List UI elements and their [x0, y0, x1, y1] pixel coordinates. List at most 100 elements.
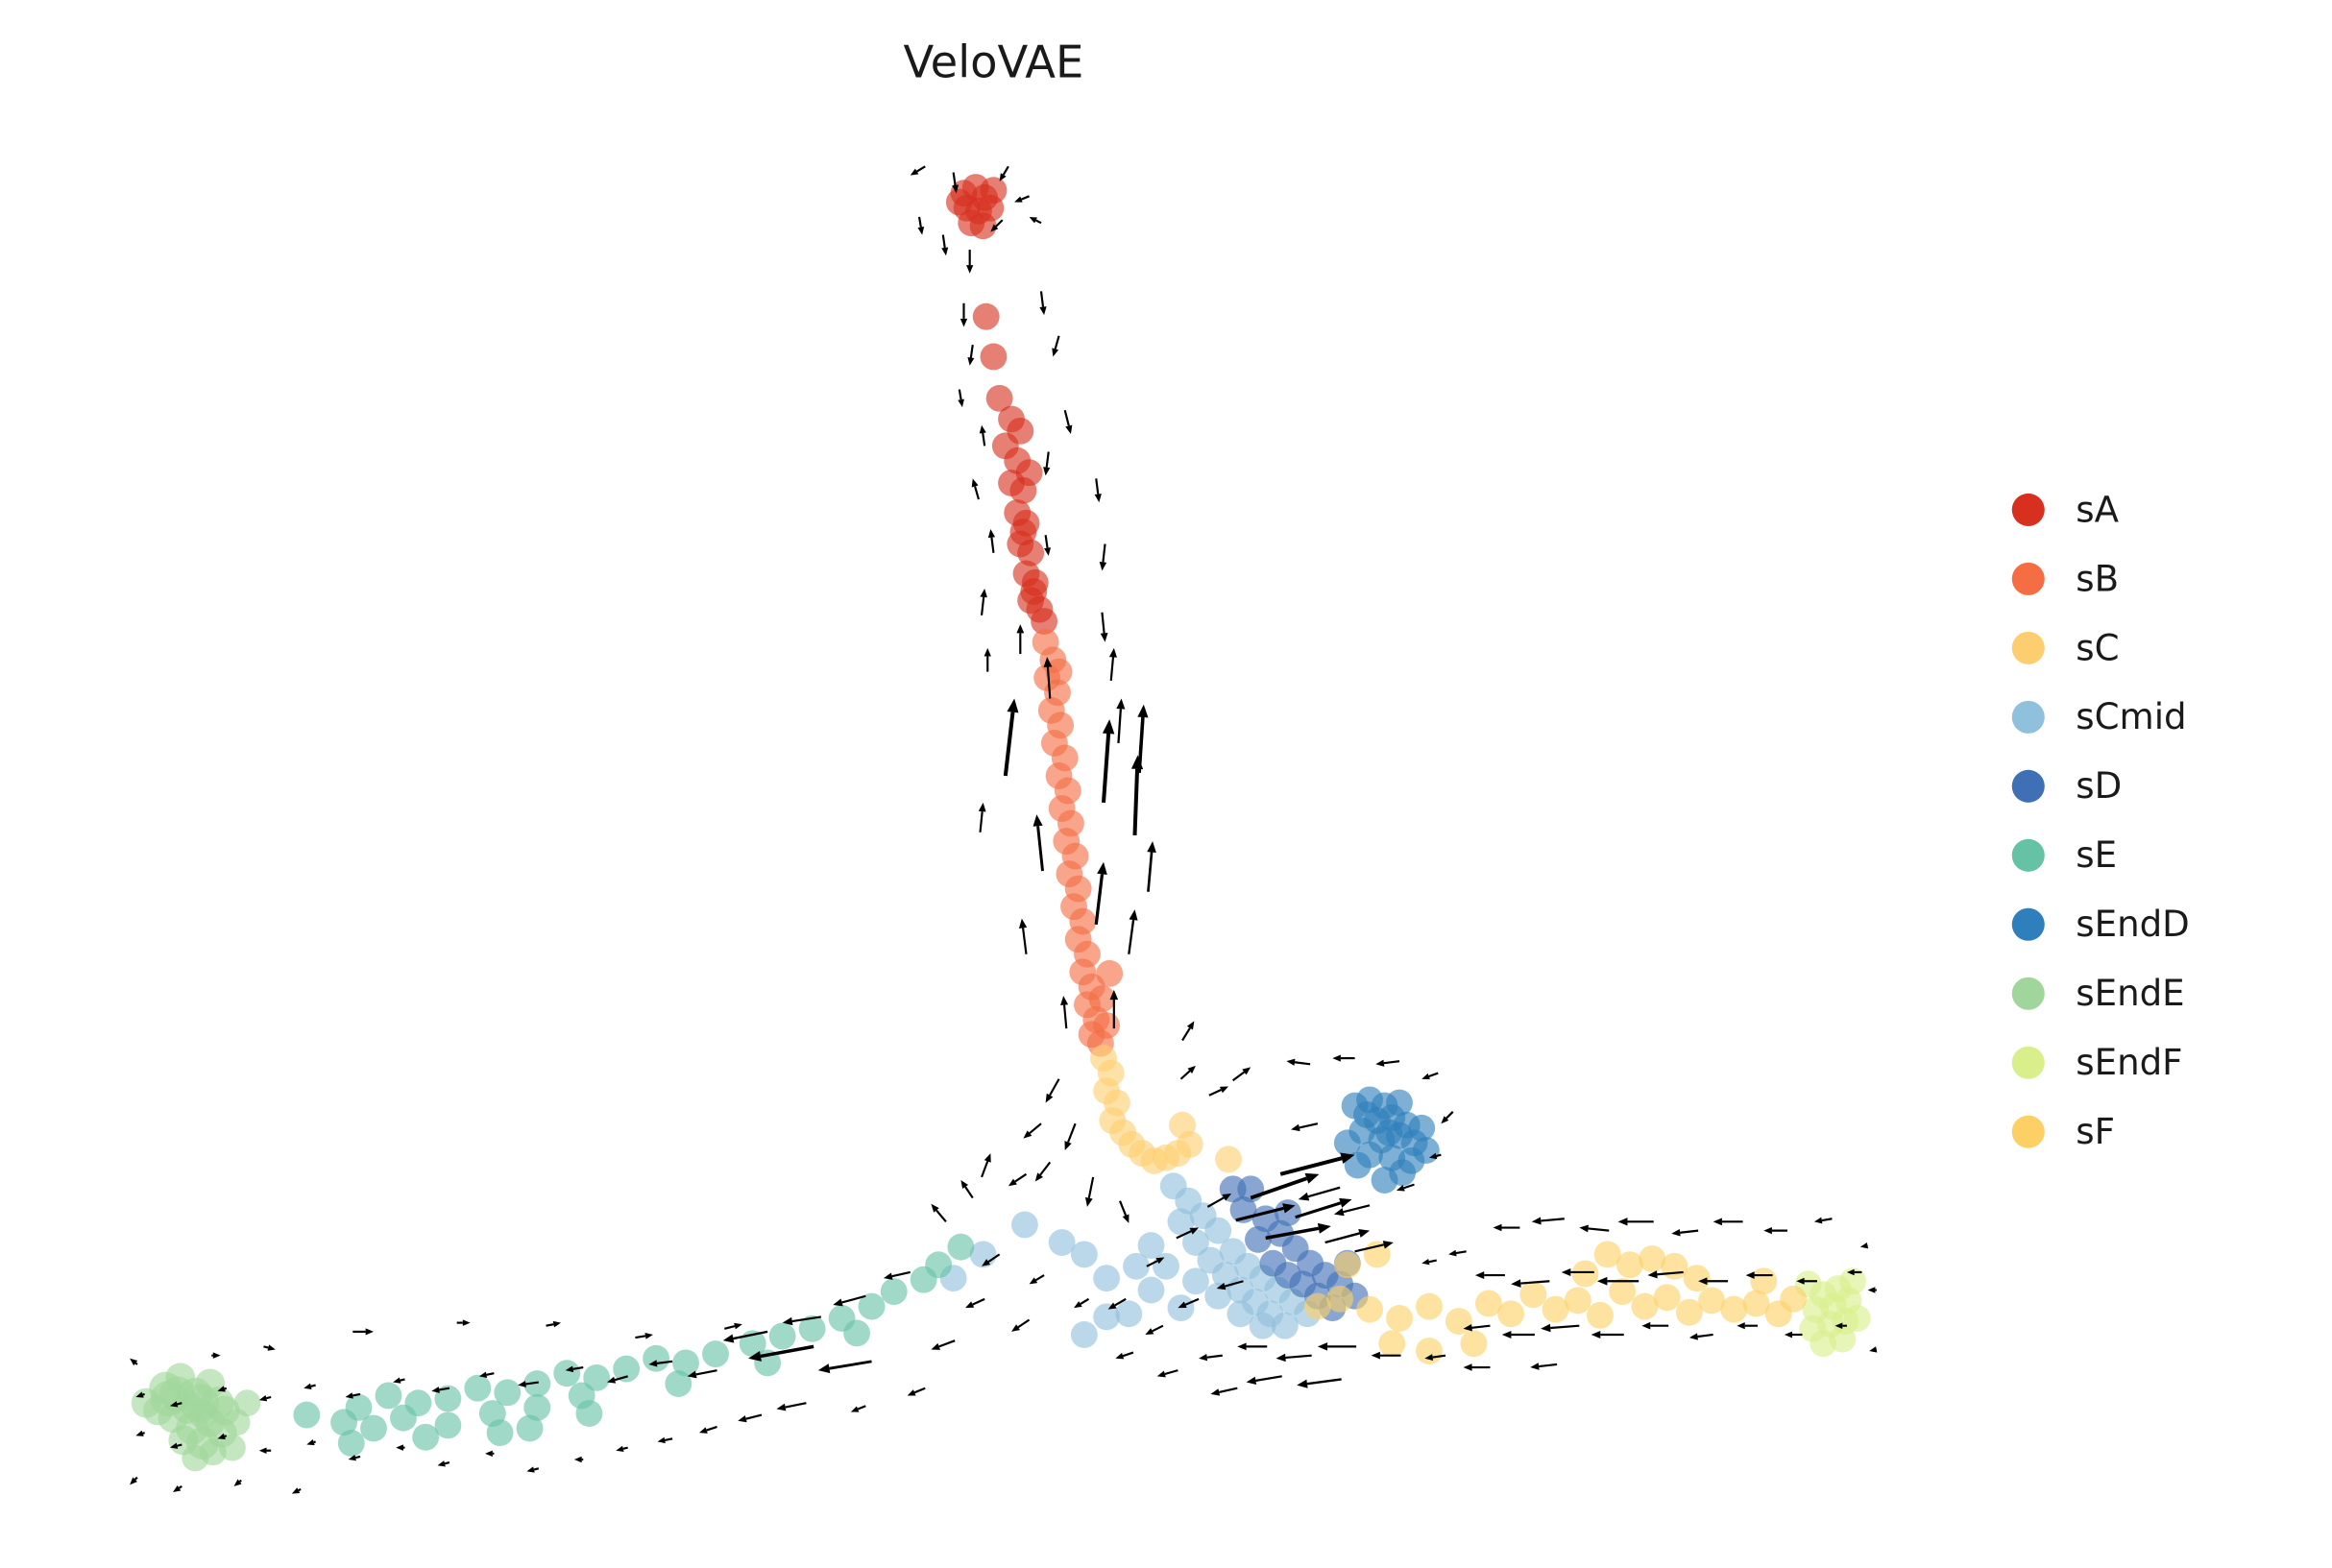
- velocity-arrow: [1448, 1249, 1467, 1257]
- legend-item-sD: sD: [2011, 765, 2122, 807]
- velocity-arrow: [657, 1436, 673, 1444]
- series-sEndE: [131, 1363, 261, 1472]
- velocity-arrow: [966, 250, 974, 274]
- velocity-arrow: [1591, 1330, 1624, 1339]
- series-sEndD: [1333, 1086, 1440, 1194]
- velocity-arrow: [1235, 1203, 1296, 1222]
- velocity-arrow: [352, 1328, 374, 1336]
- velocity-arrow: [1317, 1342, 1357, 1351]
- velocity-arrow: [130, 1358, 138, 1366]
- velocity-arrow: [931, 1203, 947, 1223]
- velocity-arrow: [431, 1387, 450, 1393]
- velocity-arrow: [1474, 1271, 1505, 1279]
- velocity-arrow: [135, 1391, 145, 1398]
- velocity-arrow: [1511, 1279, 1550, 1288]
- velocity-arrow: [1029, 216, 1042, 225]
- legend-item-sCmid: sCmid: [2011, 696, 2187, 737]
- velocity-arrow: [1094, 861, 1107, 925]
- velocity-arrow: [981, 1153, 991, 1178]
- legend-label: sEndD: [2076, 904, 2189, 945]
- velocity-arrow: [1867, 1287, 1877, 1293]
- velocity-arrow: [258, 1447, 272, 1454]
- velocity-arrow: [1493, 1223, 1520, 1232]
- velocity-arrow: [958, 389, 964, 408]
- velocity-arrow: [1101, 719, 1115, 803]
- velocity-arrow: [1014, 195, 1030, 203]
- velocity-arrow: [687, 1369, 717, 1379]
- legend-dot: [2011, 631, 2045, 664]
- velocity-arrow: [1859, 1242, 1869, 1249]
- velocity-arrow: [1064, 1122, 1077, 1151]
- velocity-arrow: [1147, 841, 1156, 892]
- velocity-arrow: [526, 1466, 540, 1473]
- velocity-arrow: [1060, 996, 1069, 1029]
- velocity-arrow: [1107, 1297, 1127, 1310]
- legend-item-sEndE: sEndE: [2011, 973, 2185, 1014]
- velocity-arrows: [130, 165, 1878, 1494]
- legend-label: sEndE: [2076, 973, 2184, 1014]
- velocity-arrow: [635, 1332, 653, 1339]
- velocity-arrow: [817, 1360, 872, 1374]
- velocity-arrow: [1354, 1241, 1394, 1253]
- velocity-arrow: [1029, 1274, 1045, 1285]
- velocity-arrow: [1043, 657, 1053, 699]
- velocity-arrow: [607, 1375, 628, 1384]
- legend-item-sE: sE: [2011, 834, 2117, 876]
- velocity-arrow: [1145, 1324, 1164, 1335]
- velocity-arrow: [1596, 1276, 1640, 1286]
- velocity-arrow: [1084, 1176, 1095, 1207]
- legend-dot: [2011, 977, 2045, 1010]
- velocity-arrow: [1146, 1257, 1165, 1267]
- velocity-arrow: [1286, 1058, 1311, 1066]
- velocity-arrow: [1291, 1122, 1319, 1132]
- velocity-arrow: [999, 165, 1009, 181]
- velocity-arrow: [1784, 1331, 1803, 1339]
- velocity-arrow: [722, 1330, 768, 1343]
- velocity-arrow: [1745, 1271, 1773, 1279]
- velocity-arrow: [456, 1319, 471, 1326]
- series-sF: [1303, 1241, 1808, 1364]
- series-sEndF: [1794, 1267, 1871, 1358]
- velocity-arrow: [1250, 1172, 1320, 1200]
- velocity-arrow: [169, 1442, 182, 1449]
- velocity-arrow: [1737, 1322, 1759, 1330]
- velocity-arrow: [984, 647, 991, 672]
- series-sE: [293, 1233, 975, 1457]
- velocity-arrow: [211, 1352, 221, 1359]
- velocity-arrow: [1043, 451, 1051, 476]
- velocity-arrow: [291, 1487, 302, 1494]
- series-sB: [1032, 628, 1124, 1057]
- velocity-arrow: [258, 1395, 272, 1402]
- legend-item-sEndF: sEndF: [2011, 1042, 2183, 1083]
- velocity-arrow: [917, 216, 925, 235]
- velocity-arrow: [979, 424, 986, 446]
- velocity-arrow: [1541, 1323, 1580, 1333]
- velocity-arrow: [1763, 1226, 1788, 1235]
- velocity-arrow: [782, 1315, 822, 1326]
- velocity-arrow: [883, 1270, 911, 1280]
- velocity-arrow: [130, 1476, 138, 1485]
- velocity-arrow: [648, 1360, 673, 1367]
- velocity-arrow: [776, 1402, 807, 1411]
- velocity-arrow: [1094, 478, 1102, 503]
- velocity-arrow: [1003, 698, 1019, 777]
- velocity-arrow: [135, 1430, 145, 1436]
- velocity-arrow: [1561, 1267, 1594, 1277]
- velocity-arrow: [1371, 1351, 1401, 1360]
- velocity-arrow: [1375, 1059, 1400, 1067]
- velocity-arrow: [982, 1253, 1001, 1266]
- velocity-arrow: [1008, 1172, 1028, 1187]
- velocity-arrow: [1109, 989, 1119, 1029]
- velocity-arrow: [348, 1454, 361, 1461]
- velocity-arrow: [1018, 918, 1028, 954]
- velocity-arrow: [1279, 1152, 1355, 1176]
- velocity-arrow: [1130, 755, 1144, 835]
- velocity-arrow: [907, 1387, 926, 1396]
- legend-label: sE: [2076, 834, 2117, 876]
- velocity-arrow: [565, 1365, 584, 1373]
- velocity-arrow: [724, 1322, 742, 1330]
- velocity-arrow: [306, 1438, 316, 1446]
- velocity-arrow: [698, 1425, 717, 1434]
- velocity-arrow: [1011, 1318, 1031, 1332]
- velocity-arrow: [1179, 1065, 1196, 1080]
